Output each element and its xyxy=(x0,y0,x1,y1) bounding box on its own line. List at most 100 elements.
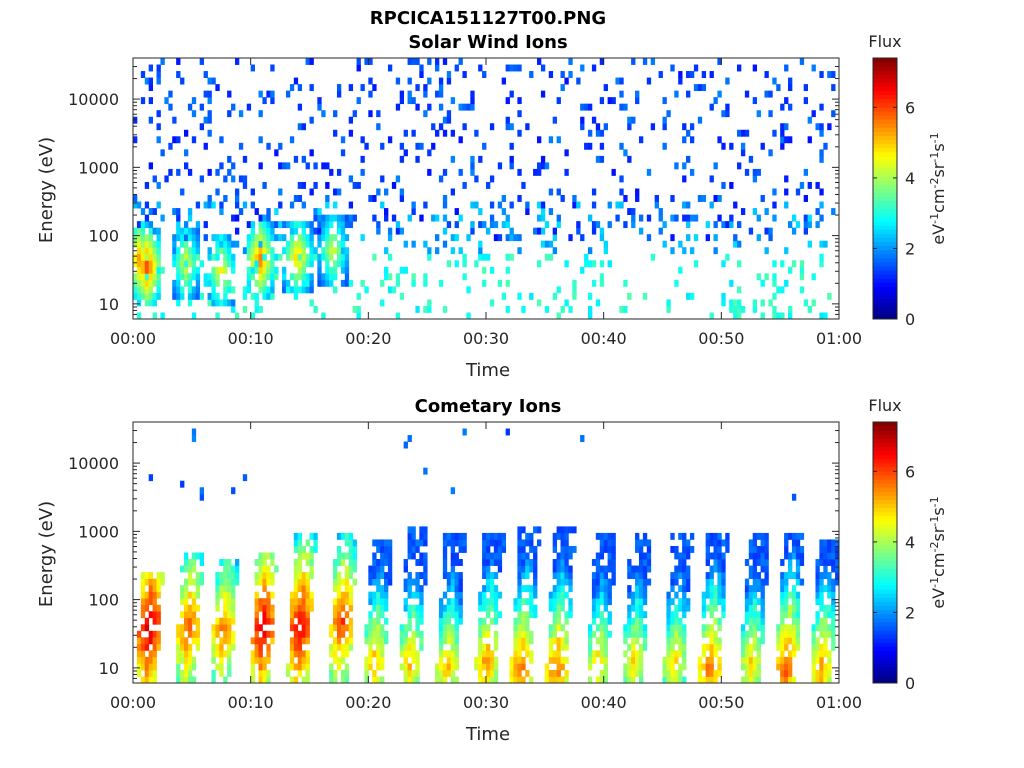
cometary-cell xyxy=(372,552,377,560)
cometary-cell xyxy=(336,643,342,651)
solar-wind-cell xyxy=(368,110,373,118)
solar-wind-cell xyxy=(352,110,357,118)
solar-wind-cell xyxy=(591,116,597,124)
cometary-cell xyxy=(478,643,483,651)
cometary-cell xyxy=(411,650,416,658)
cometary-cell xyxy=(446,585,452,593)
cometary-cell xyxy=(521,585,526,593)
cometary-cell xyxy=(674,572,679,580)
cometary-cell xyxy=(262,585,267,593)
cometary-cell xyxy=(336,572,342,580)
cometary-cell xyxy=(297,637,303,645)
cometary-cell xyxy=(183,676,189,684)
cometary-cell xyxy=(752,663,758,671)
cometary-cell xyxy=(795,598,801,606)
solar-wind-cell xyxy=(325,162,330,170)
solar-wind-cell xyxy=(686,129,691,137)
cometary-ytick-label: 10 xyxy=(99,659,119,678)
solar-wind-cell xyxy=(591,221,597,229)
solar-wind-cell xyxy=(140,279,146,287)
cometary-cell xyxy=(752,637,758,645)
cometary-cell xyxy=(631,617,636,625)
cometary-cell xyxy=(780,656,785,664)
cometary-cell xyxy=(823,585,828,593)
cometary-cell xyxy=(486,572,491,580)
cometary-cell xyxy=(403,630,408,638)
solar-wind-cell xyxy=(427,77,432,85)
solar-wind-colorbar-step xyxy=(873,102,897,108)
solar-wind-cell xyxy=(823,142,828,150)
solar-wind-cell xyxy=(693,84,699,92)
cometary-cell xyxy=(776,643,781,651)
solar-wind-cell xyxy=(172,116,177,124)
cometary-cell xyxy=(819,578,824,586)
cometary-cell xyxy=(556,526,561,534)
cometary-cell xyxy=(529,656,534,664)
solar-wind-cell xyxy=(564,260,569,268)
cometary-cell xyxy=(760,578,765,586)
solar-wind-cell xyxy=(266,260,271,268)
solar-wind-cell xyxy=(254,234,259,242)
cometary-cell xyxy=(533,604,538,612)
cometary-cell xyxy=(148,637,154,645)
cometary-cell xyxy=(517,656,522,664)
cometary-cell xyxy=(364,656,369,664)
solar-wind-cell xyxy=(180,260,185,268)
solar-wind-cell xyxy=(627,155,632,163)
solar-wind-cell xyxy=(662,142,667,150)
cometary-cell xyxy=(831,630,836,638)
solar-wind-cell xyxy=(442,305,448,313)
solar-wind-cell xyxy=(231,260,236,268)
solar-wind-cell xyxy=(270,221,275,229)
cometary-cell xyxy=(462,428,467,436)
cometary-cell xyxy=(442,539,448,547)
cometary-cell xyxy=(442,624,448,632)
cometary-cell xyxy=(144,643,150,651)
cometary-cell xyxy=(454,604,459,612)
cometary-cell xyxy=(764,565,769,573)
cometary-cell xyxy=(199,572,204,580)
cometary-cell xyxy=(587,650,593,658)
solar-wind-colorbar-unit-text: eV-1cm-2sr-1s-1 xyxy=(928,132,949,244)
cometary-cell xyxy=(376,643,381,651)
cometary-cell xyxy=(380,559,385,566)
cometary-cell xyxy=(560,643,565,651)
cometary-cell xyxy=(223,611,228,619)
solar-wind-cell xyxy=(595,129,601,137)
solar-wind-cell xyxy=(737,312,742,320)
cometary-cell xyxy=(638,565,644,573)
cometary-cell xyxy=(344,591,350,599)
cometary-cell xyxy=(403,663,408,671)
cometary-cell xyxy=(689,532,695,540)
solar-wind-cell xyxy=(705,221,710,229)
solar-wind-cell xyxy=(446,77,452,85)
cometary-cell xyxy=(423,552,428,560)
cometary-cell xyxy=(482,539,487,547)
solar-wind-cell xyxy=(505,279,510,287)
solar-wind-cell xyxy=(242,292,248,300)
cometary-cell xyxy=(595,578,601,586)
cometary-cell xyxy=(827,630,832,638)
solar-wind-cell xyxy=(234,195,240,202)
cometary-cell xyxy=(564,526,569,534)
cometary-cell xyxy=(364,663,369,671)
cometary-cell xyxy=(752,624,758,632)
cometary-cell xyxy=(313,532,318,540)
cometary-cell xyxy=(725,545,730,553)
cometary-cell xyxy=(219,591,224,599)
cometary-cell xyxy=(678,552,683,560)
solar-wind-cell xyxy=(266,240,271,248)
cometary-cell xyxy=(552,624,557,632)
cometary-cell xyxy=(682,585,687,593)
solar-wind-cell xyxy=(642,58,648,65)
solar-wind-cell xyxy=(599,279,605,287)
cometary-cell xyxy=(607,578,612,586)
solar-wind-cell xyxy=(399,155,405,163)
cometary-cell xyxy=(148,656,154,664)
cometary-cell xyxy=(678,604,683,612)
cometary-cell xyxy=(674,676,679,684)
solar-wind-cell xyxy=(607,201,612,209)
cometary-cell xyxy=(454,552,459,560)
solar-wind-cell xyxy=(387,286,393,294)
solar-wind-cell xyxy=(497,234,503,242)
